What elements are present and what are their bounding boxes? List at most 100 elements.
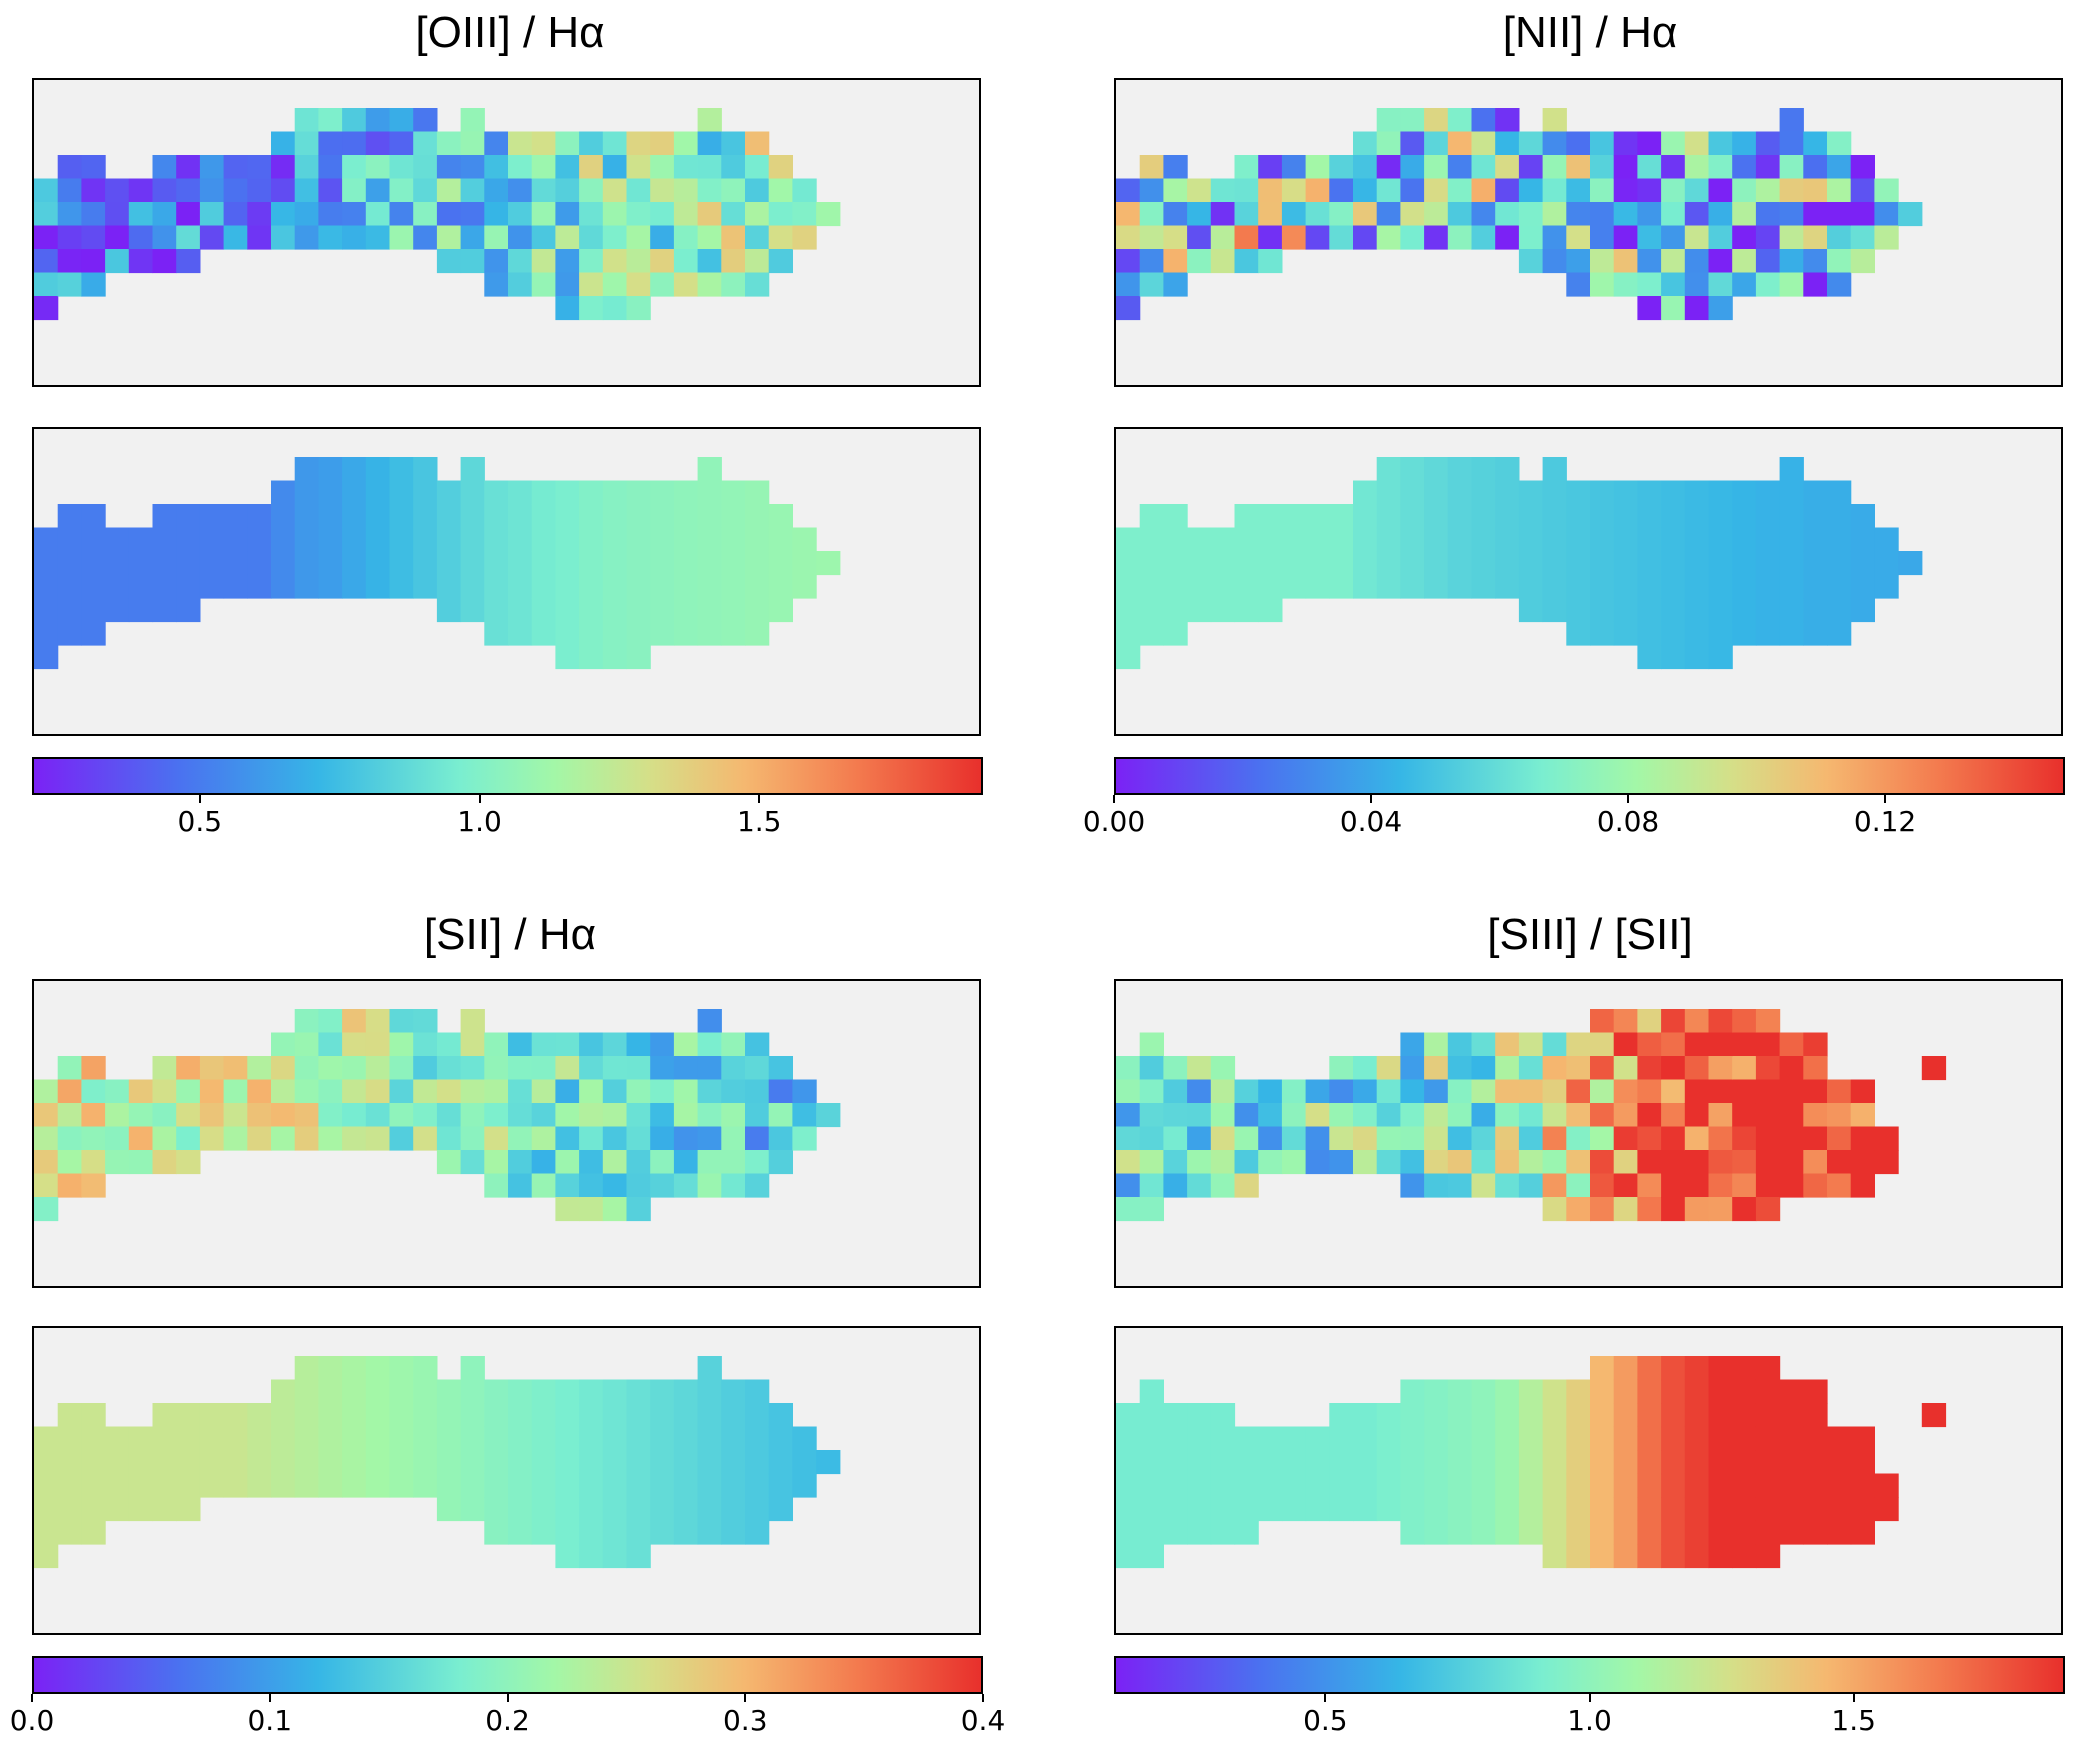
panel-2-model-pixel [1898, 551, 1923, 576]
panel-4-model-pixel [1542, 1544, 1567, 1569]
panel-4-model-pixel [1139, 1473, 1164, 1498]
panel-3-observed-pixel [508, 1103, 533, 1128]
panel-4-observed-pixel [1874, 1126, 1899, 1151]
panel-3-observed-pixel [626, 1126, 651, 1151]
panel-4-model-pixel [1590, 1450, 1615, 1475]
panel-3-model-pixel [460, 1450, 485, 1475]
panel-3-model-pixel [745, 1497, 770, 1522]
panel-2-model-pixel [1779, 504, 1804, 529]
panel-4-model-pixel [1637, 1473, 1662, 1498]
panel-1-observed-pixel [745, 225, 770, 250]
panel-2-model-pixel [1661, 574, 1686, 599]
panel-1-model-pixel [460, 504, 485, 529]
panel-1-observed-pixel [460, 155, 485, 180]
panel-3-model-pixel [460, 1356, 485, 1381]
panel-4-observed-pixel [1139, 1150, 1164, 1175]
panel-1-model-pixel [342, 504, 367, 529]
panel-4-model-pixel [1850, 1520, 1875, 1545]
panel-2-model-pixel [1708, 621, 1733, 646]
panel-1-observed-pixel [508, 249, 533, 274]
panel-1-observed-pixel [57, 225, 82, 250]
panel-1-observed-pixel [389, 155, 414, 180]
panel-3-model-pixel [460, 1379, 485, 1404]
panel-4-model-pixel [1542, 1450, 1567, 1475]
panel-2-model-pixel [1613, 621, 1638, 646]
panel-1-observed-pixel [199, 155, 225, 180]
panel-3-model-pixel [176, 1450, 201, 1475]
panel-2-observed-pixel [1755, 155, 1781, 180]
panel-3-observed-pixel [531, 1126, 556, 1151]
panel-3-model-pixel [389, 1473, 414, 1498]
panel-2-observed-pixel [1590, 225, 1615, 250]
panel-4-observed-pixel [1661, 1009, 1686, 1034]
panel-2-observed-pixel [1566, 178, 1591, 203]
panel-1-model-pixel [81, 621, 106, 646]
panel-1-observed-pixel [626, 225, 651, 250]
panel-2-observed-pixel [1708, 296, 1733, 321]
panel-2-observed-pixel [1471, 202, 1496, 227]
panel-3-model-pixel [721, 1473, 746, 1498]
panel-3-model-pixel [57, 1473, 82, 1498]
panel-2-model-pixel [1495, 551, 1520, 576]
panel-4-model-pixel [1447, 1497, 1473, 1522]
panel-2-model-pixel [1590, 598, 1615, 623]
panel-1-observed-pixel [294, 155, 319, 180]
panel-2-model-pixel [1637, 645, 1662, 670]
panel-1-model-pixel [673, 598, 699, 623]
panel-3-model-pixel [508, 1403, 533, 1428]
panel-2-model-pixel [1803, 598, 1828, 623]
panel-4-observed-pixel [1518, 1103, 1544, 1128]
panel-4-model-pixel [1518, 1403, 1544, 1428]
panel-2-observed-pixel [1637, 155, 1662, 180]
panel-3-observed-pixel [721, 1103, 746, 1128]
panel-3-model-map [32, 1326, 981, 1635]
panel-1-model-pixel [626, 527, 651, 552]
panel-2-observed-pixel [1305, 155, 1330, 180]
panel-3-model-pixel [508, 1379, 533, 1404]
panel-4-observed-pixel [1684, 1197, 1710, 1222]
panel-4-observed-pixel [1305, 1126, 1330, 1151]
panel-4-observed-pixel [1684, 1079, 1710, 1104]
panel-3-observed-pixel [128, 1103, 154, 1128]
panel-2-model-pixel [1708, 504, 1733, 529]
panel-3-model-pixel [508, 1497, 533, 1522]
panel-4-observed-pixel [1305, 1150, 1330, 1175]
panel-3-observed-pixel [555, 1173, 580, 1198]
panel-2-observed-pixel [1803, 249, 1828, 274]
panel-2-model-pixel [1447, 457, 1473, 482]
panel-4-model-pixel [1661, 1426, 1686, 1451]
panel-1-observed-pixel [673, 155, 699, 180]
panel-4-observed-pixel [1755, 1009, 1781, 1034]
panel-2-observed-pixel [1827, 131, 1852, 156]
panel-3-observed-pixel [579, 1150, 604, 1175]
panel-2-observed-pixel [1447, 202, 1473, 227]
panel-2-model-pixel [1305, 551, 1330, 576]
panel-3-model-pixel [413, 1403, 438, 1428]
panel-2-model-pixel [1755, 598, 1781, 623]
panel-1-observed-pixel [223, 178, 248, 203]
panel-4-model-pixel [1234, 1520, 1259, 1545]
panel-3-observed-pixel [57, 1173, 82, 1198]
panel-3-observed-pixel [673, 1126, 699, 1151]
panel-4-model-pixel [1329, 1426, 1354, 1451]
panel-1-model-pixel [508, 551, 533, 576]
panel-2-observed-pixel [1542, 155, 1567, 180]
panel-3-observed-pixel [602, 1197, 628, 1222]
panel-2-model-pixel [1708, 551, 1733, 576]
panel-2-model-pixel [1258, 551, 1283, 576]
panel-4-model-pixel [1850, 1473, 1875, 1498]
panel-2-observed-pixel [1305, 202, 1330, 227]
panel-4-observed-pixel [1661, 1150, 1686, 1175]
panel-3-model-pixel [602, 1473, 628, 1498]
panel-3-model-pixel [34, 1544, 59, 1569]
panel-4-model-pixel [1376, 1497, 1401, 1522]
panel-2-observed-pixel [1637, 131, 1662, 156]
panel-3-model-pixel [81, 1426, 106, 1451]
panel-1-model-pixel [365, 551, 391, 576]
panel-4-observed-pixel [1637, 1197, 1662, 1222]
panel-4-model-pixel [1281, 1473, 1307, 1498]
panel-3-model-pixel [389, 1403, 414, 1428]
panel-1-model-pixel [413, 480, 438, 505]
panel-3-observed-pixel [650, 1173, 675, 1198]
panel-2-observed-pixel [1755, 178, 1781, 203]
